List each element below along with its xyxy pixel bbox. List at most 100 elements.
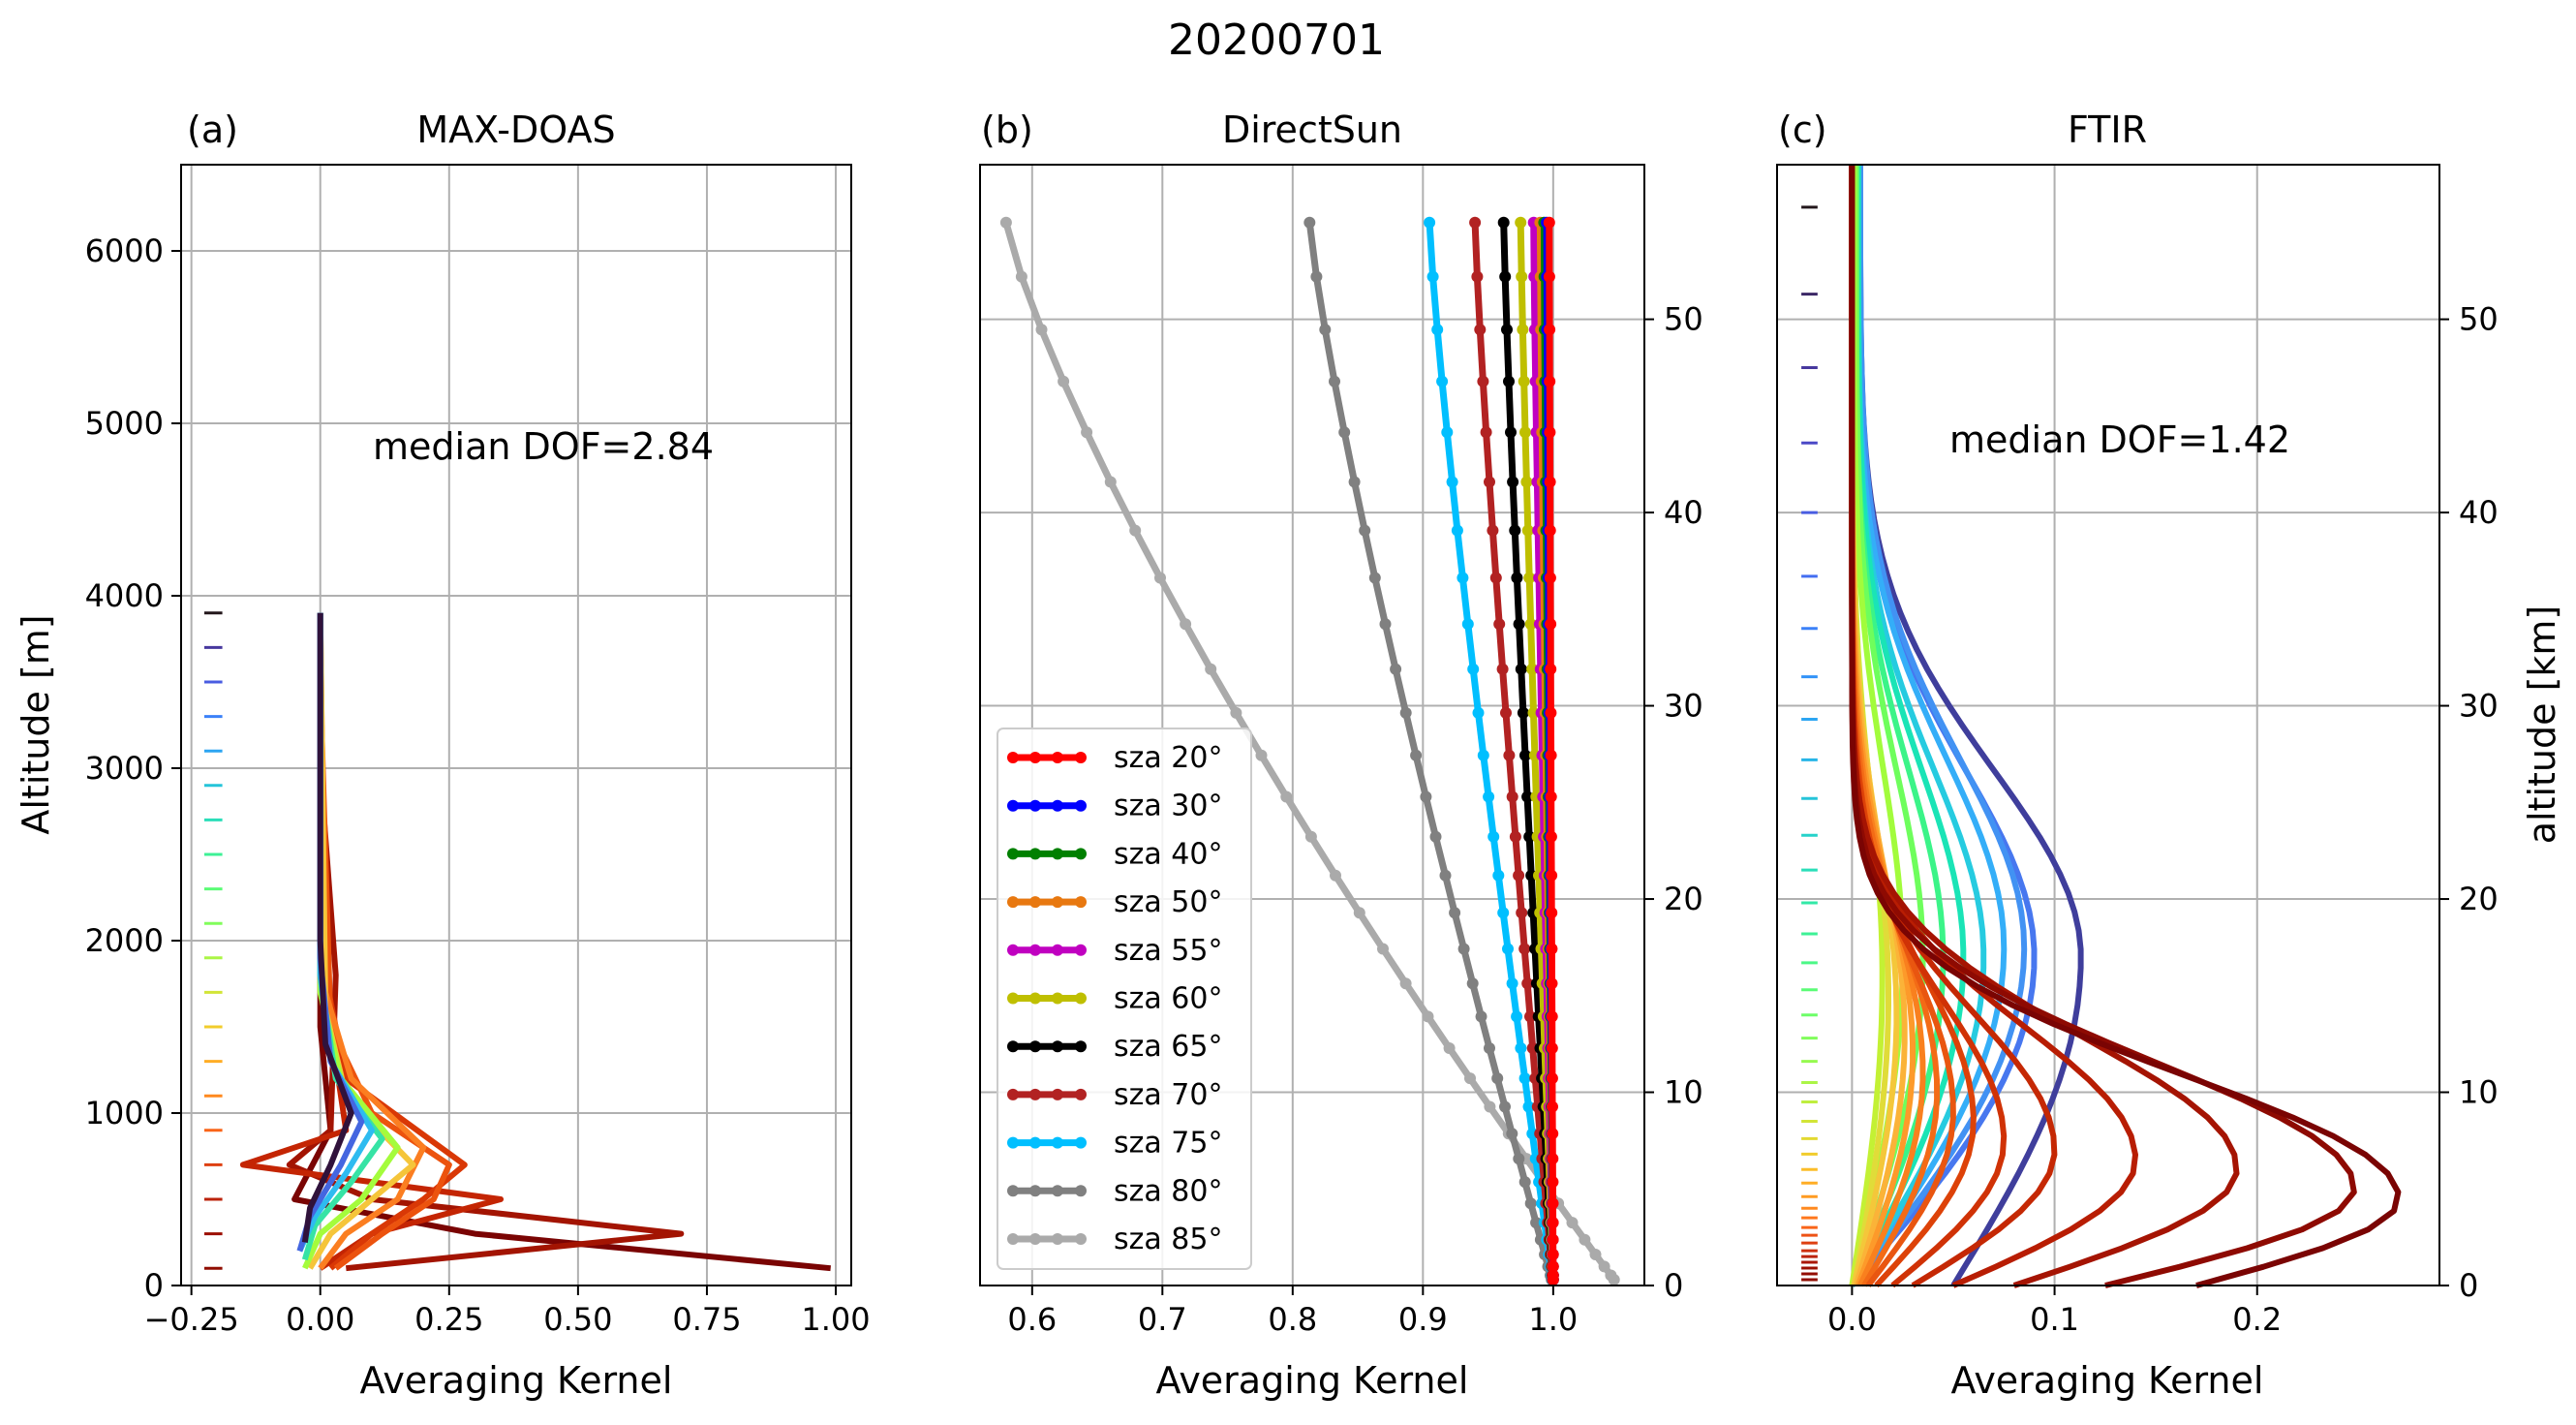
panel-b-series-point [1477, 749, 1489, 761]
panel-b-title: DirectSun [1222, 108, 1402, 151]
panel-b-series-point [1517, 324, 1529, 336]
panel-c-ytick-label: 30 [2459, 688, 2499, 725]
panel-b-legend-marker [1007, 896, 1019, 909]
panel-b-series-point [1499, 1100, 1511, 1113]
panel-b-series-point [1500, 706, 1512, 719]
panel-b-legend-marker [1052, 752, 1063, 763]
panel-b-series-point [1492, 869, 1505, 882]
panel-b-series-point [1546, 1010, 1558, 1023]
panel-b-series-point [999, 216, 1012, 229]
panel-c-xtick-label: 0.1 [2030, 1301, 2079, 1338]
panel-b-legend-marker [1075, 1040, 1087, 1053]
panel-b-series-point [1546, 869, 1558, 882]
panel-b-series-point [1475, 1010, 1487, 1023]
panel-b-series-point [1519, 749, 1531, 761]
panel-a-xtick-label: 0.25 [414, 1301, 483, 1338]
panel-b-series-point [1379, 618, 1392, 631]
panel-a-xtick-label: 0.75 [672, 1301, 741, 1338]
panel-b-legend-label: sza 75° [1114, 1127, 1222, 1161]
panel-b-legend-marker [1007, 1185, 1019, 1197]
panel-b-series-point [1493, 618, 1506, 631]
panel-b-ytick-label: 30 [1664, 688, 1703, 725]
panel-a-ytick-label: 6000 [85, 232, 164, 269]
panel-c-ytick-label: 10 [2459, 1074, 2499, 1111]
panel-b-series-point [1519, 426, 1531, 439]
panel-a-level-ticks [203, 611, 223, 1270]
panel-b-series-point [1348, 476, 1361, 488]
panel-a-ytick-label: 3000 [85, 750, 164, 787]
panel-b-legend-marker [1052, 1088, 1063, 1100]
panel-b-xtick-label: 0.8 [1268, 1301, 1317, 1338]
panel-b-legend-marker [1007, 1088, 1019, 1100]
panel-b-series-point [1509, 524, 1521, 537]
panel-b-legend-marker [1052, 992, 1063, 1005]
panel-b-series-point [1439, 869, 1452, 882]
panel-b-legend-marker [1052, 848, 1063, 860]
panel-b-series-point [1545, 749, 1557, 761]
panel-c-xticks: 0.0 0.1 0.2 [1827, 1286, 2282, 1338]
panel-b-yticks: 0 10 20 30 40 50 [1644, 301, 1703, 1304]
panel-b-series-point [1546, 1042, 1558, 1054]
panel-b-series-point [1545, 663, 1557, 675]
panel-b-series-point [1513, 869, 1525, 882]
panel-b-series-point [1515, 1042, 1527, 1054]
panel-b-series-point [1524, 618, 1537, 631]
panel-b-frame [979, 164, 1645, 1286]
panel-b-series-point [1501, 324, 1513, 336]
panel-b-series-point [1484, 476, 1495, 488]
panel-b-series-point [1420, 790, 1432, 803]
panel-c-ytick-label: 50 [2459, 301, 2499, 338]
panel-b-series-point [1547, 1197, 1559, 1210]
panel-b-legend-label: sza 60° [1114, 982, 1222, 1016]
panel-b-series-point [1545, 830, 1557, 843]
panel-b-series-point [1506, 790, 1518, 803]
panel-b-legend-marker [1052, 799, 1063, 812]
panel-b-legend-marker [1029, 1233, 1041, 1245]
panel-c-ylabel: altitude [km] [2521, 605, 2563, 845]
panel-c-title: FTIR [2068, 108, 2147, 151]
panel-b-series-point [1449, 907, 1461, 919]
panel-b-series-point [1436, 375, 1449, 387]
panel-b-legend-marker [1029, 848, 1041, 860]
panel-b-series-point [1521, 790, 1534, 803]
panel-b-series-point [1497, 216, 1510, 229]
panel-b-legend-label: sza 65° [1114, 1030, 1222, 1064]
panel-a-xtick-label: 0.50 [543, 1301, 612, 1338]
panel-b-legend-marker [1007, 992, 1019, 1005]
panel-b-series-point [1368, 572, 1381, 584]
panel-b-series-point [1410, 749, 1423, 761]
panel-b-series-point [1544, 476, 1556, 488]
panel-b-legend-marker [1052, 1136, 1063, 1149]
panel-b-series-point [1230, 706, 1242, 719]
panel-b-legend-marker [1075, 848, 1087, 860]
panel-b-legend-marker [1007, 1136, 1019, 1149]
panel-b-series-point [1547, 1249, 1559, 1260]
panel-b-ytick-label: 40 [1664, 494, 1703, 531]
panel-b-series-point [1598, 1260, 1610, 1273]
panel-b-legend-marker [1075, 1233, 1087, 1245]
panel-b-series-point [1605, 1269, 1617, 1282]
panel-a-xticks: −0.25 0.00 0.25 0.50 0.75 1.00 [144, 1286, 871, 1338]
panel-a-grid [181, 165, 851, 1286]
panel-b-legend-label: sza 70° [1114, 1078, 1222, 1112]
panel-a-series-line [301, 612, 354, 1243]
panel-a: −0.25 0.00 0.25 0.50 0.75 1.00 0 1000 2000 3000 4… [15, 108, 871, 1402]
panel-b-legend-marker [1052, 896, 1063, 909]
panel-b-series-point [1359, 524, 1371, 537]
panel-c-ytick-label: 0 [2459, 1267, 2478, 1304]
panel-b-series-point [1546, 1072, 1558, 1085]
panel-b-series-point [1544, 524, 1556, 537]
panel-b-series-point [1530, 1217, 1543, 1229]
panel-b-series-point [1513, 618, 1525, 631]
panel-b-series-point [1546, 943, 1558, 955]
panel-b-legend-marker [1075, 1185, 1087, 1197]
panel-b-legend-label: sza 80° [1114, 1174, 1222, 1208]
panel-b-series-point [1451, 524, 1463, 537]
panel-b-series-point [1544, 426, 1556, 439]
panel-b-series [999, 216, 1620, 1286]
panel-b-series-point [1329, 375, 1340, 387]
panel-b-series-point [1441, 426, 1454, 439]
panel-a-xtick-label: −0.25 [144, 1301, 239, 1338]
panel-b-series-point [1579, 1233, 1591, 1246]
panel-b-series-point [1035, 324, 1048, 336]
